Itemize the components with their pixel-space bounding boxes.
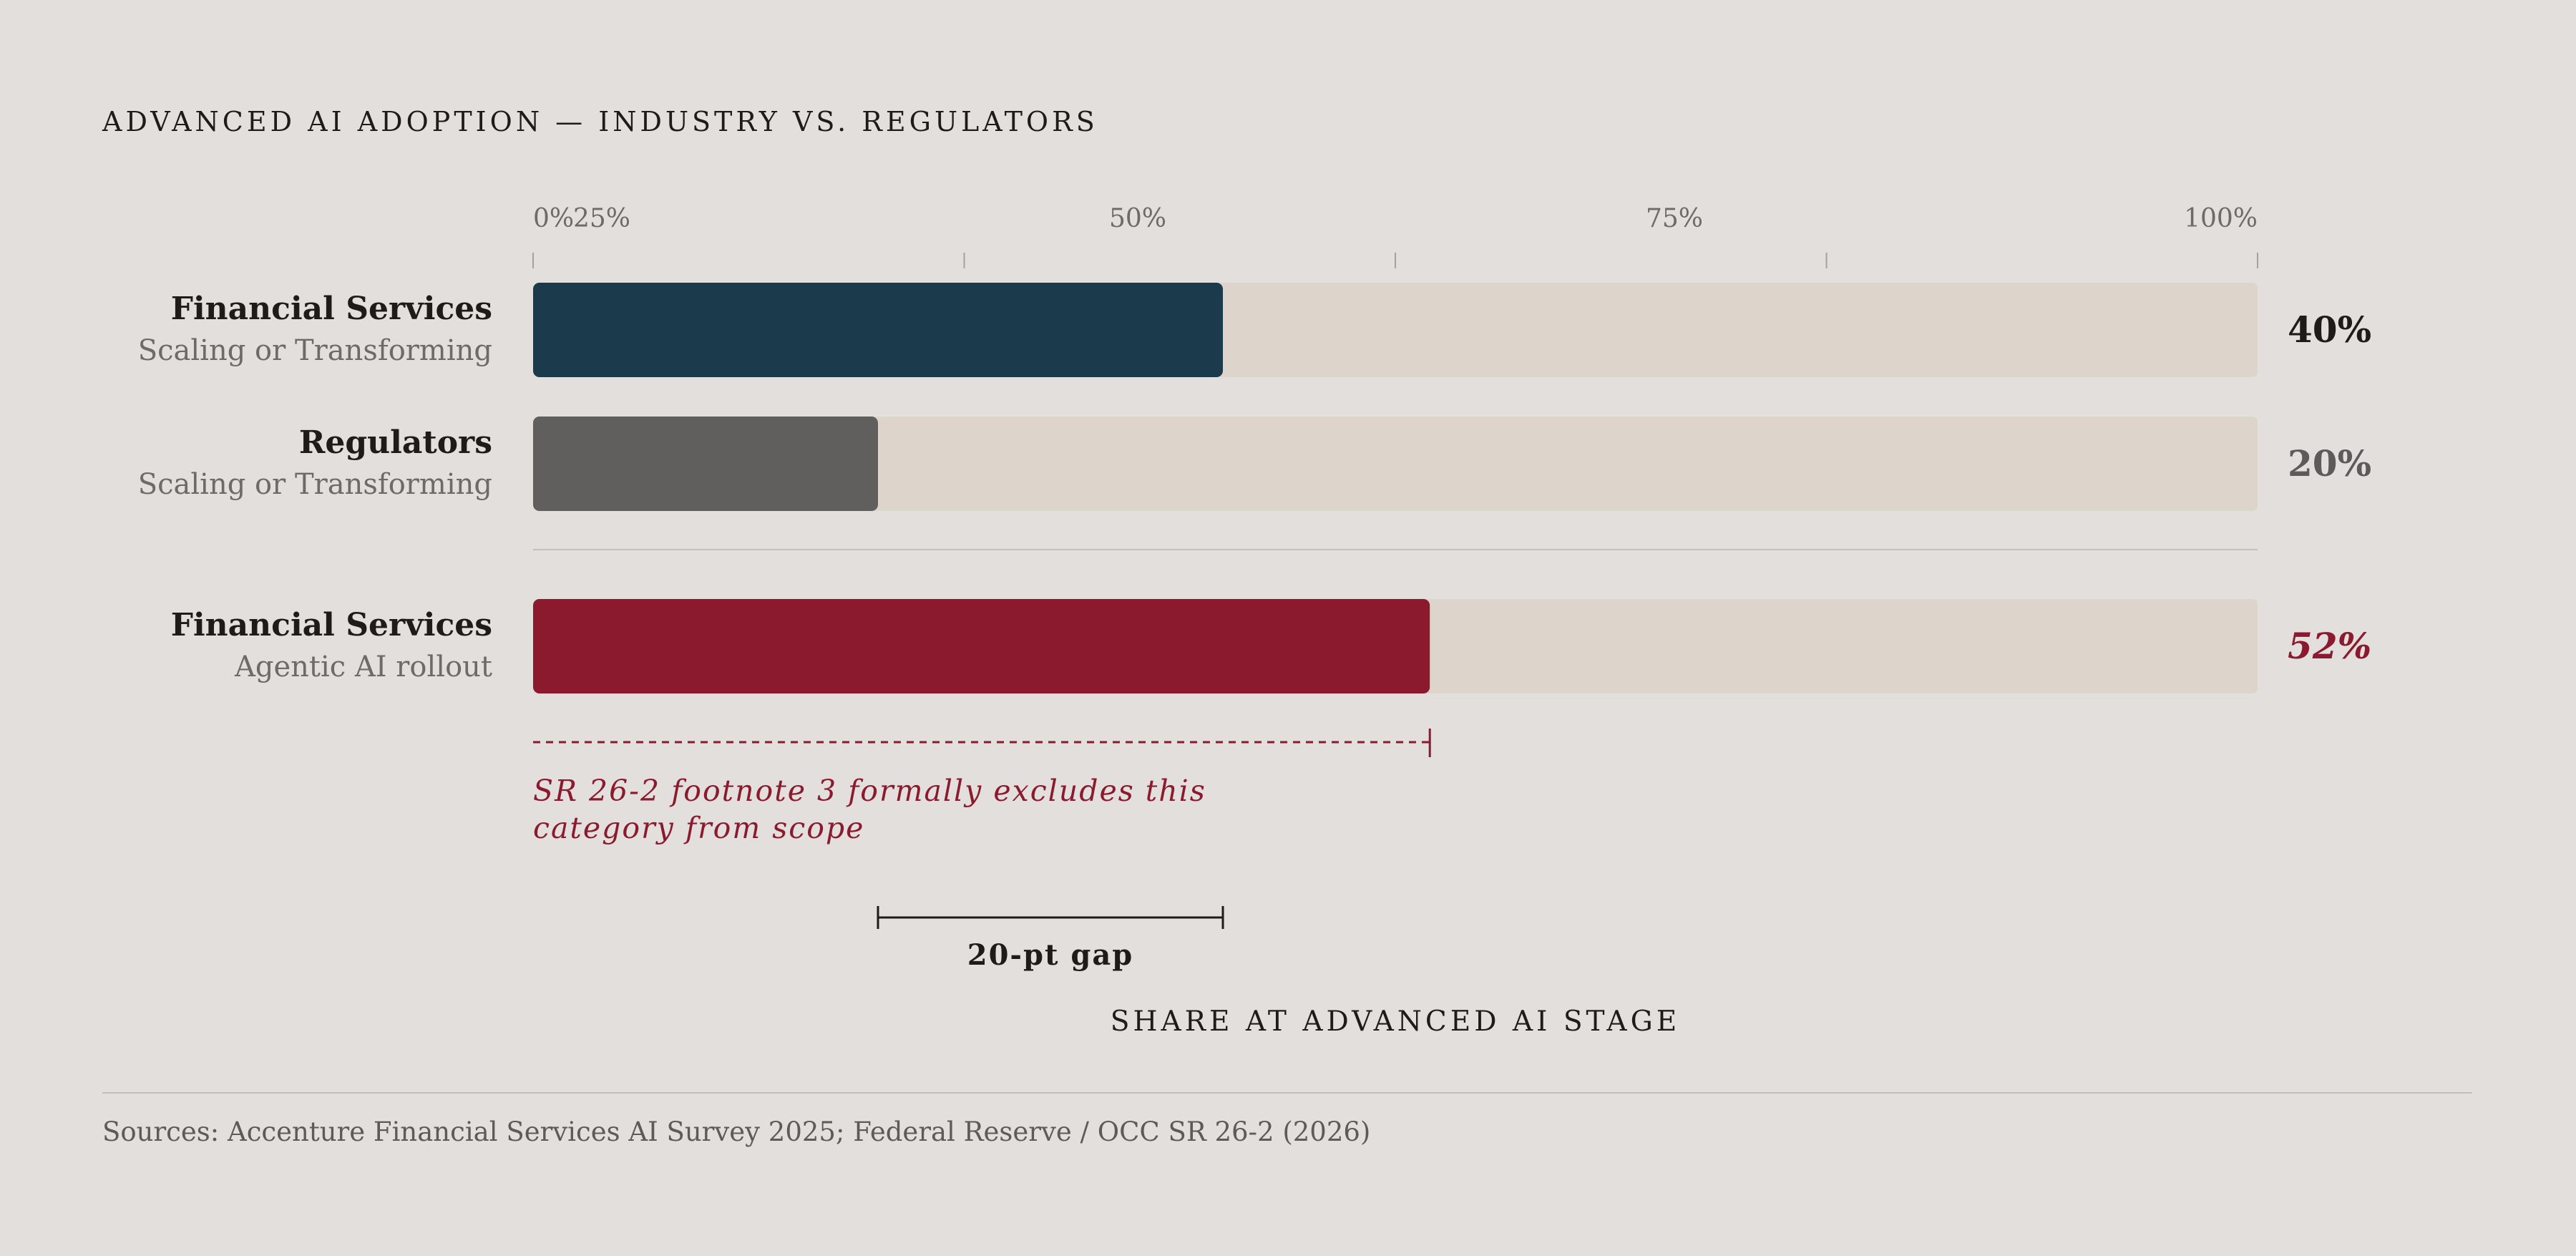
bar [533,417,878,511]
bar-category-label: Financial Services [171,607,492,643]
bar-sublabel: Scaling or Transforming [138,468,492,501]
x-axis-label: SHARE AT ADVANCED AI STAGE [1111,1006,1680,1038]
bar-category-label: Regulators [299,424,492,461]
x-tick-label: 75% [1646,204,1703,233]
gap-label: 20-pt gap [967,938,1134,972]
bar-value-label: 52% [2288,625,2371,667]
x-tick-label: 0% [533,204,574,233]
x-tick-label: 100% [2184,204,2258,233]
bar-value-label: 20% [2288,442,2371,485]
bar [533,599,1430,693]
bar-value-label: 40% [2288,308,2371,351]
bar-sublabel: Scaling or Transforming [138,334,492,367]
bar-category-label: Financial Services [171,291,492,327]
x-tick-label: 25% [573,204,630,233]
bar [533,283,1223,377]
chart-title: ADVANCED AI ADOPTION — INDUSTRY VS. REGU… [102,106,1098,137]
x-tick-label: 50% [1109,204,1166,233]
annotation-note-text: SR 26-2 footnote 3 formally excludes thi… [533,774,1206,808]
bar-sublabel: Agentic AI rollout [234,651,492,683]
source-note: Sources: Accenture Financial Services AI… [102,1116,1370,1147]
annotation-note-text: category from scope [533,811,864,845]
bar-track [533,417,2258,511]
